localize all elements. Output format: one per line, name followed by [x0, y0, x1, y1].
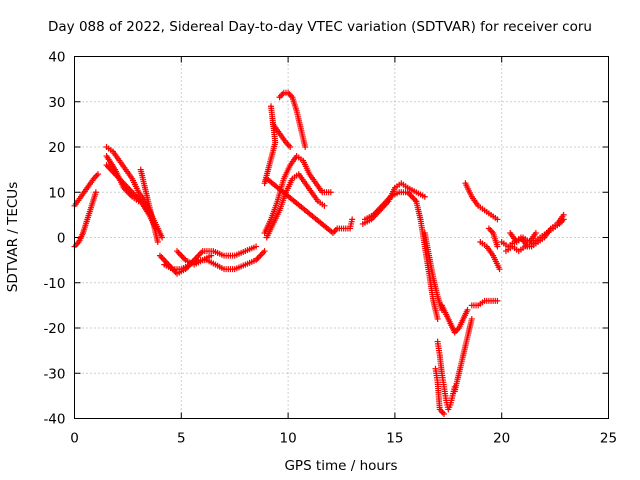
series-arc-15-b: [361, 189, 420, 223]
data-point: [321, 202, 328, 209]
y-axis-label: SDTVAR / TECUs: [5, 182, 21, 292]
series-rise-10-main: [261, 153, 334, 236]
data-point: [94, 171, 101, 178]
data-points: [71, 89, 567, 417]
y-tick-label: 20: [48, 140, 65, 156]
series-hook-17-18: [438, 302, 471, 336]
series-arc-spike-3: [137, 166, 161, 246]
data-point: [159, 234, 166, 241]
y-tick-label: 10: [48, 185, 65, 201]
data-point: [494, 216, 501, 223]
data-point: [496, 266, 503, 273]
y-tick-label: -40: [43, 412, 65, 428]
series-trough-c: [174, 248, 215, 268]
series-arc-19-c: [485, 225, 501, 250]
series-cluster-21-b: [502, 211, 567, 255]
data-point: [253, 243, 260, 250]
x-tick-label: 20: [493, 431, 510, 447]
x-tick-label: 0: [70, 431, 79, 447]
series-drop-16: [413, 198, 441, 322]
data-point: [421, 193, 428, 200]
data-point: [494, 297, 501, 304]
series-arc-19-b: [477, 239, 503, 273]
series-low-17-a: [432, 365, 448, 417]
series-peak-top: [276, 89, 309, 150]
x-tick-label: 10: [280, 431, 297, 447]
data-point: [494, 243, 501, 250]
series-recover-18: [451, 315, 475, 395]
data-point: [135, 198, 142, 205]
data-point: [441, 410, 448, 417]
series-isolated: [261, 103, 356, 236]
data-point: [208, 252, 215, 259]
plot-frame: [74, 56, 609, 419]
data-point: [464, 306, 471, 313]
series-flat-19: [468, 297, 501, 309]
series-arc-early-b: [71, 189, 99, 250]
x-tick-labels: 0 5 10 15 20 25: [70, 431, 617, 447]
data-point: [560, 211, 567, 218]
chart-title: Day 088 of 2022, Sidereal Day-to-day VTE…: [48, 19, 592, 35]
series-arc-18-19: [462, 180, 501, 223]
data-point: [287, 144, 294, 150]
y-tick-label: 30: [48, 95, 65, 111]
data-point: [302, 144, 309, 150]
series-cluster-21-c: [507, 229, 539, 246]
data-point: [327, 189, 334, 196]
x-tick-label: 15: [386, 431, 403, 447]
y-tick-labels: -40 -30 -20 -10 0 10 20 30 40: [43, 50, 65, 428]
data-point: [349, 216, 356, 223]
x-tick-label: 5: [177, 431, 186, 447]
series-arc-early-a: [71, 171, 101, 209]
data-point: [261, 248, 268, 255]
series-arc-rise-c: [103, 153, 142, 205]
data-point: [154, 239, 161, 246]
data-point: [92, 189, 99, 196]
y-tick-label: -10: [43, 276, 65, 292]
x-tick-label: 25: [600, 431, 617, 447]
data-point: [468, 315, 475, 322]
y-tick-label: 0: [57, 231, 66, 247]
series-peak-side: [270, 121, 294, 150]
y-tick-label: -30: [43, 366, 65, 382]
x-axis-label: GPS time / hours: [284, 458, 397, 474]
y-tick-label: -20: [43, 321, 65, 337]
data-point: [532, 229, 539, 236]
data-point: [434, 315, 441, 322]
y-tick-label: 40: [48, 50, 65, 66]
